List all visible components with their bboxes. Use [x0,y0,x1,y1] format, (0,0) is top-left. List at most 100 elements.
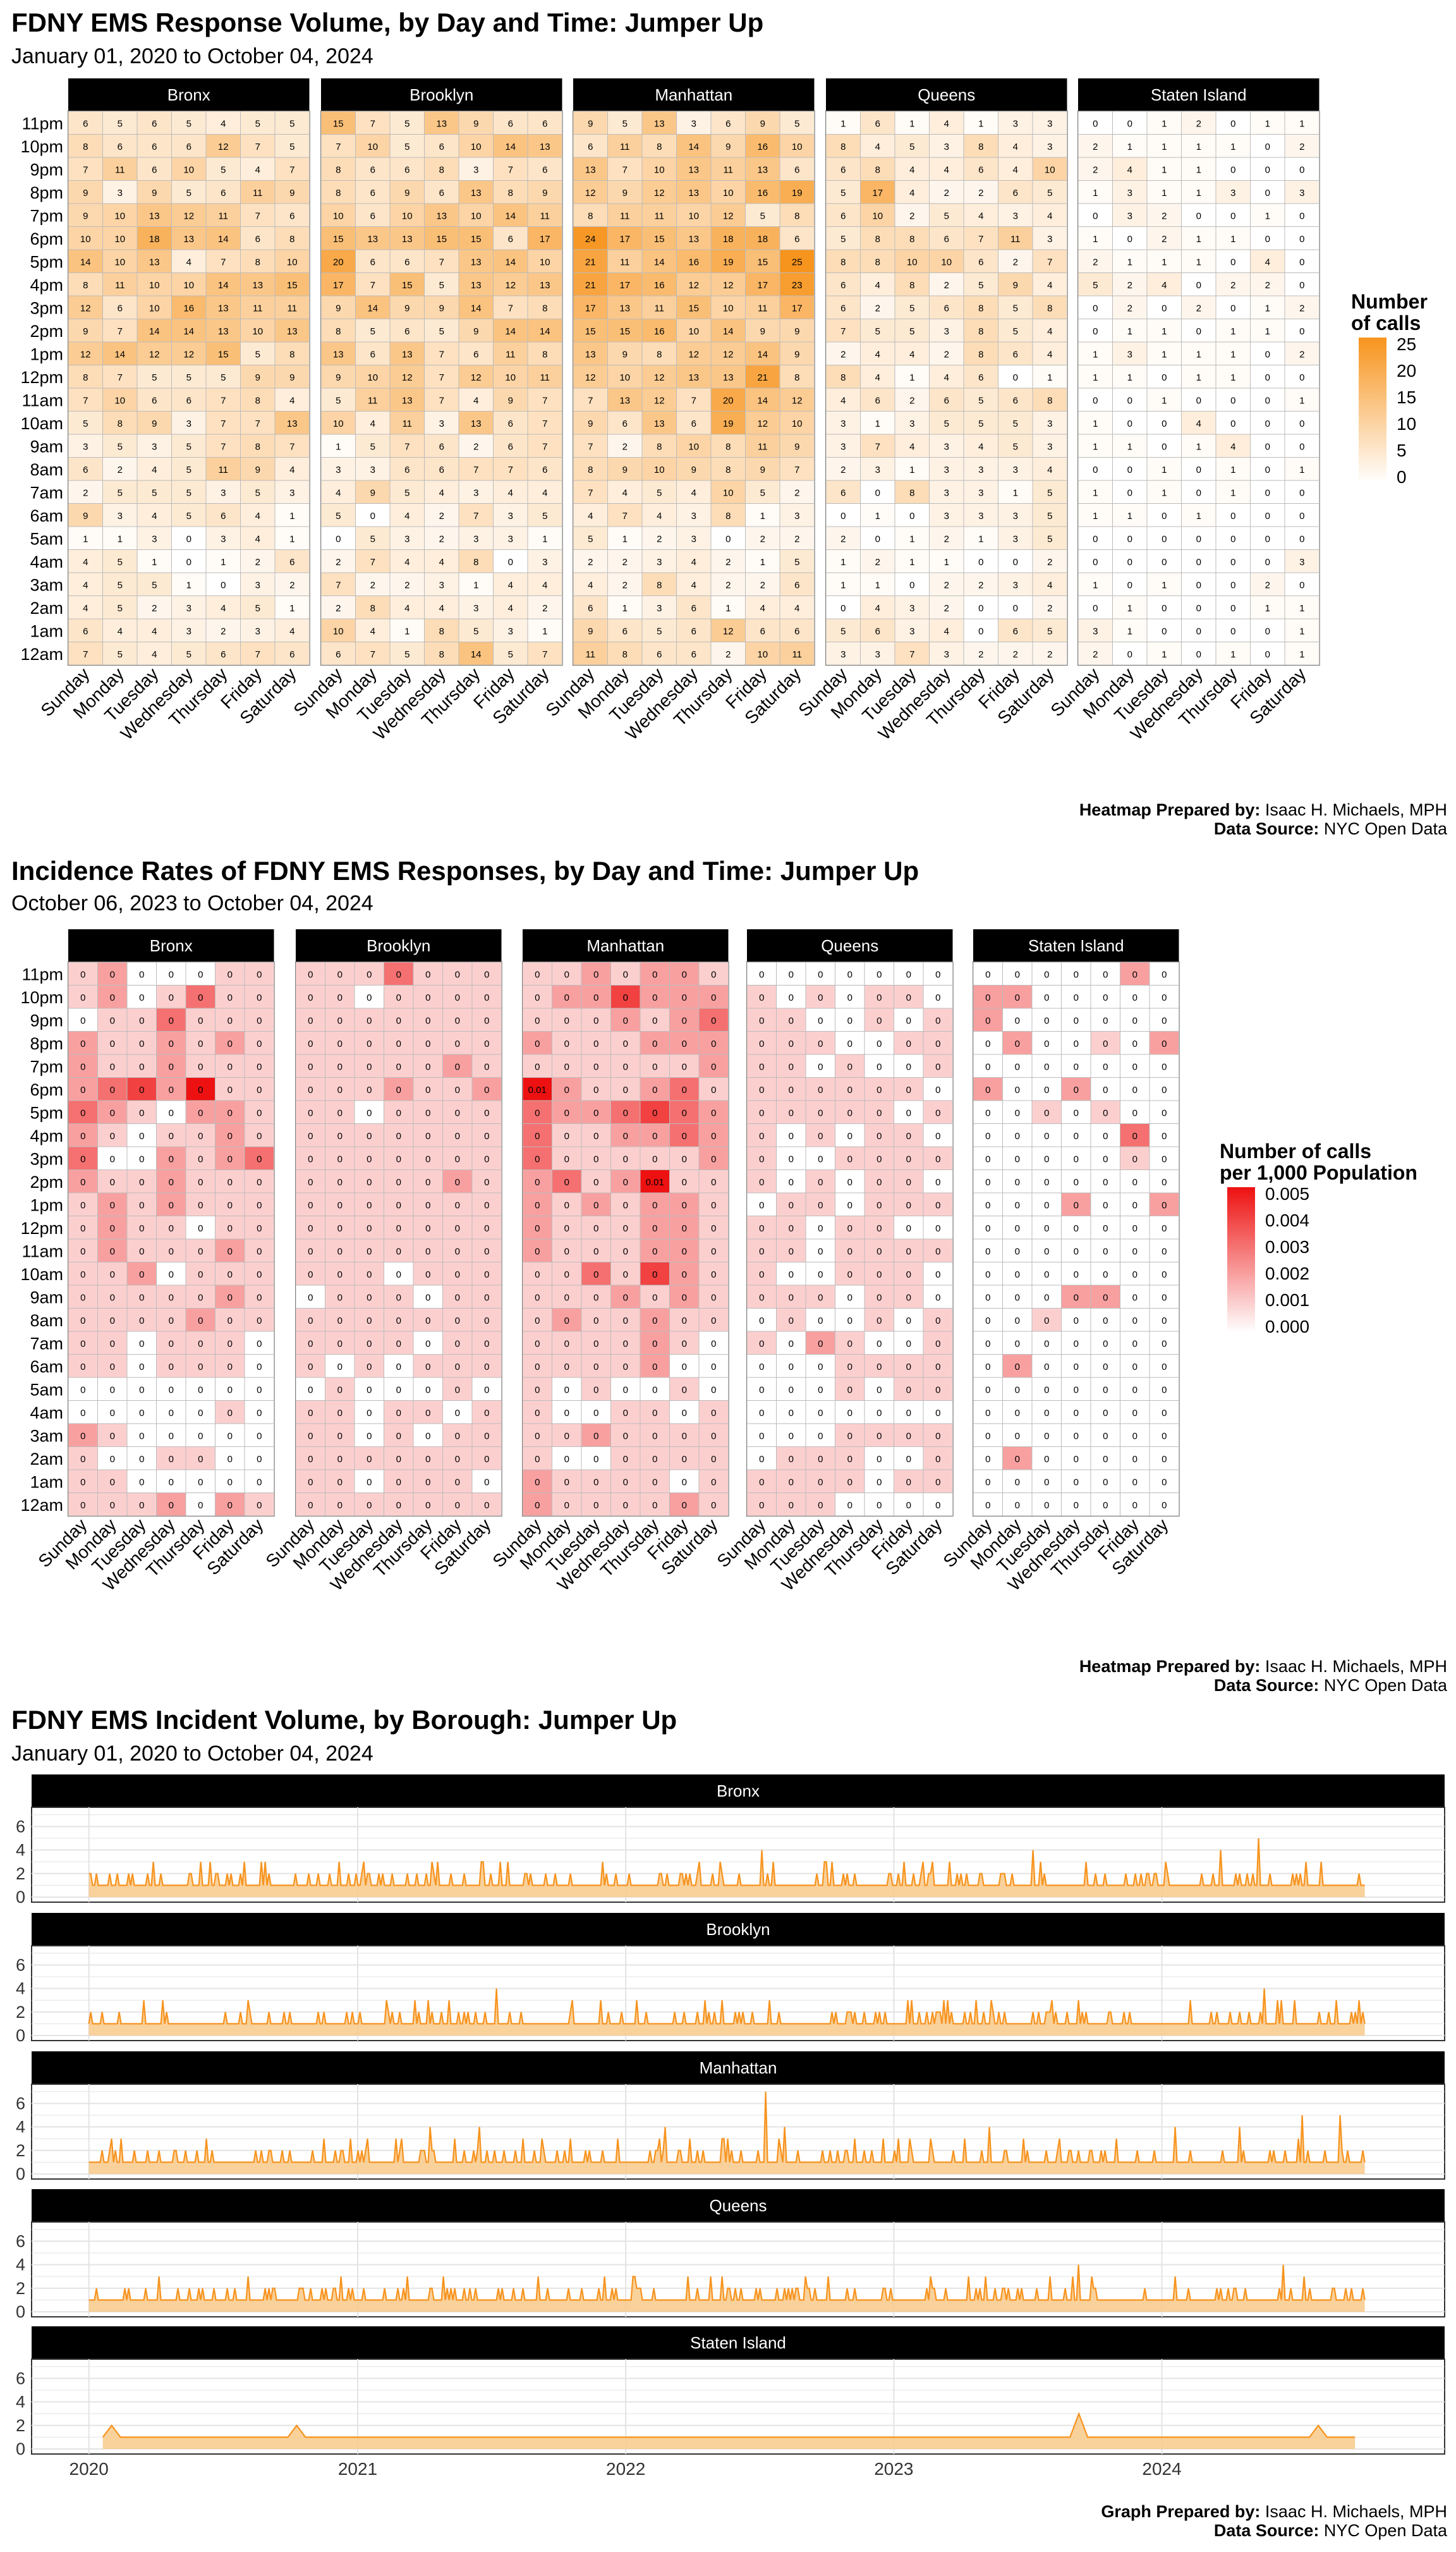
cell-value: 6 [152,118,157,129]
cell-value: 0 [877,1454,882,1465]
cell-value: 0 [1162,1500,1167,1511]
heat-cell [413,1400,443,1424]
cell-value: 4 [1047,280,1052,291]
cell-value: 0 [396,1477,401,1487]
cell-value: 2 [1196,303,1201,314]
cell-value: 0 [396,1431,401,1441]
cell-value: 5 [118,580,123,590]
heat-cell [963,203,998,227]
cell-value: 4 [1162,280,1167,291]
cell-value: 0 [455,1408,460,1419]
cell-value: 0 [847,1039,852,1049]
cell-value: 0 [367,1131,372,1142]
cell-value: 2 [1047,557,1052,568]
heat-cell [1284,203,1320,227]
heat-cell [244,1146,274,1170]
cell-value: 1 [1196,234,1201,245]
cell-value: 12 [585,188,596,198]
cell-value: 0 [1132,1454,1138,1465]
heat-cell [1284,595,1320,620]
cell-value: 0 [652,1085,657,1096]
cell-value: 0 [623,1085,628,1096]
cell-value: 5 [794,118,799,129]
cell-value: 0 [425,1131,430,1142]
chart-subtitle: January 01, 2020 to October 04, 2024 [11,1742,373,1766]
cell-value: 0 [985,1200,990,1211]
cell-value: 0 [789,1269,794,1280]
heat-cell [320,180,356,204]
row-label: 5am [30,529,63,548]
heat-cell [998,572,1033,596]
cell-value: 0 [455,1431,460,1441]
cell-value: 1 [1230,234,1235,245]
cell-value: 13 [585,349,596,360]
credits: Graph Prepared by: Isaac H. Michaels, MP… [1101,2502,1448,2540]
heat-cell [295,1285,325,1309]
heat-cell [215,1169,245,1194]
cell-value: 0 [652,1316,657,1326]
cell-value: 0 [367,1085,372,1096]
cell-value: 3 [1093,626,1098,637]
cell-value: 0 [1044,1292,1049,1303]
heat-cell [710,226,746,250]
cell-value: 0 [337,1477,343,1487]
heat-cell [745,642,780,666]
cell-value: 4 [1047,465,1052,475]
cell-value: 9 [255,372,260,383]
heat-cell [825,642,861,666]
cell-value: 10 [654,164,665,175]
cell-value: 0 [1265,395,1270,406]
cell-value: 6 [83,465,88,475]
cell-value: 3 [473,603,478,614]
cell-value: 1 [1093,188,1098,198]
cell-value: 5 [542,511,547,522]
cell-value: 0 [593,1015,598,1026]
cell-value: 7 [875,441,880,452]
cell-value: 0 [221,580,226,590]
cell-value: 0 [564,1316,569,1326]
cell-value: 2 [1093,164,1098,175]
cell-value: 0 [877,1131,882,1142]
cell-value: 0 [308,1131,313,1142]
cell-value: 13 [436,211,447,221]
heat-cell [1215,341,1251,365]
heat-cell [424,180,459,204]
cell-value: 13 [654,118,665,129]
cell-value: 0 [564,1200,569,1211]
cell-value: 0 [484,1223,489,1234]
cell-value: 12 [723,349,734,360]
heat-cell [325,1146,355,1170]
cell-value: 6 [83,626,88,637]
cell-value: 12 [654,372,665,383]
cell-value: 0 [564,1177,569,1188]
panel-strip [68,929,274,962]
cell-value: 3 [1047,441,1052,452]
cell-value: 0 [759,1177,764,1188]
cell-value: 0 [337,1177,343,1188]
heat-cell [641,595,677,620]
cell-value: 0 [455,1223,460,1234]
cell-value: 9 [473,326,478,337]
cell-value: 0 [985,969,990,980]
cell-value: 0 [455,1200,460,1211]
cell-value: 0 [1265,534,1270,544]
heat-cell [156,1031,186,1055]
heat-cell [136,180,172,204]
heat-cell [607,595,643,620]
cell-value: 0 [682,1454,687,1465]
heat-cell [215,1469,245,1493]
cell-value: 0 [228,1338,233,1349]
heat-cell [894,365,930,389]
cell-value: 6 [691,603,696,614]
heat-cell [573,365,608,389]
heat-cell [641,388,677,412]
heat-cell [779,111,815,135]
cell-value: 16 [688,257,699,267]
cell-value: 0 [818,1154,823,1164]
cell-value: 0 [1132,1200,1138,1211]
cell-value: 6 [622,626,628,637]
legend-title: Number of calls [1220,1140,1371,1163]
cell-value: 0 [367,1039,372,1049]
